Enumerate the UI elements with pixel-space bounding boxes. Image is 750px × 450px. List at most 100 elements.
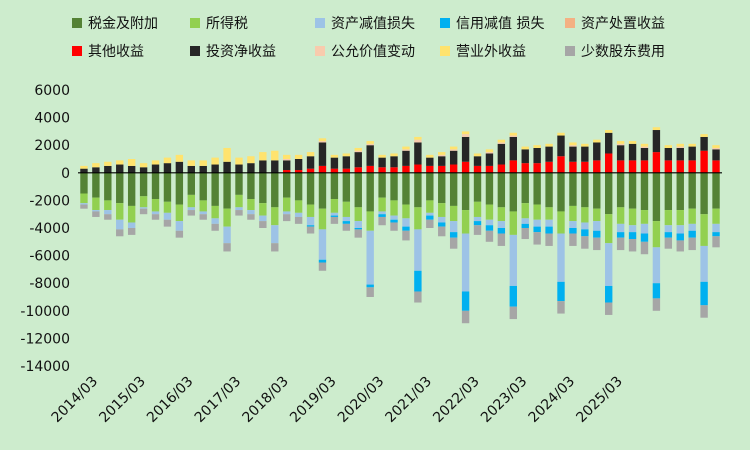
bar-segment bbox=[390, 215, 398, 220]
y-tick-label: 6000 bbox=[34, 83, 70, 99]
bar-segment bbox=[235, 210, 243, 216]
bar-segment bbox=[151, 172, 160, 200]
bar-segment bbox=[187, 194, 195, 208]
bar-segment bbox=[593, 237, 601, 251]
bar-segment bbox=[223, 172, 231, 209]
bar-segment bbox=[426, 219, 434, 228]
bar-segment bbox=[449, 149, 458, 151]
bar-segment bbox=[545, 161, 553, 173]
bar-segment bbox=[509, 132, 517, 136]
bar-segment bbox=[80, 193, 88, 204]
bar-segment bbox=[640, 241, 649, 255]
bar-segment bbox=[330, 216, 339, 224]
bar-segment bbox=[116, 229, 124, 237]
bar-segment bbox=[92, 172, 100, 198]
bar-segment bbox=[700, 136, 708, 151]
bar-segment bbox=[461, 233, 470, 292]
legend-label: 所得税 bbox=[206, 15, 248, 32]
bar-segment bbox=[461, 161, 470, 173]
bar-segment bbox=[640, 146, 649, 148]
bar-segment bbox=[104, 200, 112, 211]
bar-segment bbox=[139, 172, 148, 197]
bar-segment bbox=[330, 172, 339, 200]
bar-segment bbox=[473, 216, 482, 222]
bar-segment bbox=[318, 172, 327, 209]
x-tick-label: 2014/03 bbox=[49, 374, 101, 426]
bar-segment bbox=[378, 172, 386, 198]
bar-segment bbox=[533, 232, 541, 245]
bar-segment bbox=[330, 212, 339, 216]
bar-segment bbox=[509, 135, 517, 137]
bar-segment bbox=[366, 211, 374, 231]
x-tick-label: 2015/03 bbox=[96, 374, 148, 426]
legend-swatch bbox=[315, 46, 325, 56]
bar-segment bbox=[521, 223, 529, 228]
bar-segment bbox=[378, 157, 386, 168]
bar-segment bbox=[676, 146, 684, 148]
bar-segment bbox=[402, 146, 410, 150]
bar-segment bbox=[569, 221, 577, 228]
bar-segment bbox=[271, 160, 279, 173]
y-tick-label: -14000 bbox=[20, 359, 70, 375]
y-tick-label: -12000 bbox=[20, 331, 70, 347]
bar-segment bbox=[139, 208, 148, 215]
bar-segment bbox=[438, 154, 446, 157]
bar-segment bbox=[235, 164, 243, 173]
bar-segment bbox=[640, 223, 649, 234]
x-axis: 2014/032015/032016/032017/032018/032019/… bbox=[49, 374, 626, 426]
bar-segment bbox=[449, 172, 458, 206]
bar-segment bbox=[342, 156, 351, 169]
bar-segment bbox=[581, 207, 589, 223]
bar-segment bbox=[640, 210, 649, 224]
bar-segment bbox=[187, 165, 195, 173]
bar-segment bbox=[127, 172, 136, 206]
bar-segment bbox=[366, 145, 374, 166]
bar-segment bbox=[497, 142, 506, 144]
bar-segment bbox=[127, 205, 136, 223]
bar-segment bbox=[533, 145, 541, 148]
bar-segment bbox=[294, 212, 303, 217]
bar-segment bbox=[533, 219, 541, 227]
bar-segment bbox=[438, 203, 446, 217]
bar-segment bbox=[688, 160, 696, 173]
bar-segment bbox=[569, 228, 577, 234]
bar-segment bbox=[485, 172, 494, 205]
bar-segment bbox=[306, 216, 315, 226]
bar-segment bbox=[259, 152, 267, 161]
bar-segment bbox=[497, 221, 506, 228]
bar-segment bbox=[569, 146, 577, 162]
bar-segment bbox=[378, 167, 386, 173]
bars bbox=[80, 127, 720, 324]
bar-segment bbox=[640, 160, 649, 173]
bar-segment bbox=[151, 211, 160, 215]
bar-segment bbox=[247, 172, 255, 200]
bar-segment bbox=[557, 233, 565, 282]
bar-segment bbox=[676, 172, 684, 211]
bar-segment bbox=[533, 163, 541, 173]
y-tick-label: 4000 bbox=[34, 111, 70, 127]
bar-segment bbox=[628, 172, 637, 209]
bar-segment bbox=[187, 207, 195, 211]
bar-segment bbox=[354, 167, 362, 173]
bar-segment bbox=[390, 153, 398, 157]
bar-segment bbox=[605, 302, 613, 315]
bar-segment bbox=[545, 219, 553, 227]
bar-segment bbox=[712, 236, 720, 248]
bar-segment bbox=[283, 214, 291, 222]
bar-segment bbox=[199, 211, 207, 215]
bar-segment bbox=[688, 143, 696, 147]
bar-segment bbox=[616, 207, 625, 224]
bar-segment bbox=[414, 139, 422, 143]
bar-segment bbox=[175, 172, 184, 205]
bar-segment bbox=[318, 208, 327, 230]
bar-segment bbox=[473, 165, 482, 173]
x-tick-label: 2020/03 bbox=[335, 374, 387, 426]
bar-segment bbox=[664, 232, 673, 238]
bar-segment bbox=[175, 230, 184, 238]
bar-segment bbox=[259, 160, 267, 173]
bar-segment bbox=[616, 160, 625, 173]
bar-segment bbox=[485, 225, 494, 231]
bar-segment bbox=[116, 219, 124, 230]
bar-segment bbox=[581, 172, 589, 208]
bar-segment bbox=[533, 204, 541, 220]
